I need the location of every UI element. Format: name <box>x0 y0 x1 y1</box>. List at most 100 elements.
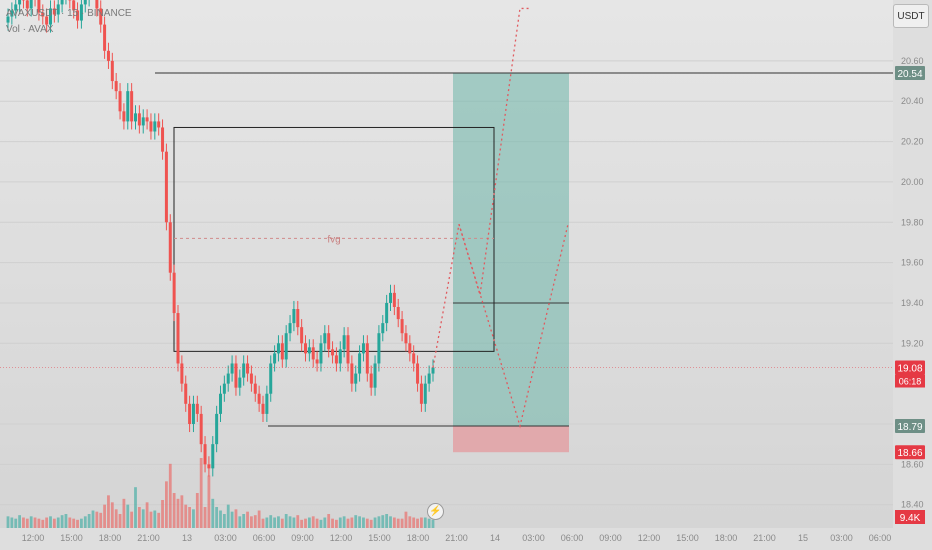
volume-bar <box>257 510 261 528</box>
candle <box>381 315 385 342</box>
candle <box>304 335 307 362</box>
candle <box>346 327 350 372</box>
candle <box>68 0 72 9</box>
candle <box>358 345 362 382</box>
candle-body <box>164 151 168 223</box>
volume-bar <box>261 518 265 528</box>
candle-body <box>29 0 33 9</box>
candle-body <box>265 393 269 414</box>
candle <box>164 143 168 231</box>
candle <box>122 103 126 130</box>
candle-body <box>234 363 238 388</box>
volume-bar <box>103 504 106 528</box>
candle <box>110 52 114 90</box>
candle-body <box>106 50 110 61</box>
price-label: 19.08 <box>897 364 922 375</box>
candle <box>369 365 373 396</box>
volume-bar <box>311 516 315 528</box>
candle-body <box>114 81 118 92</box>
volume-bar <box>91 510 95 528</box>
volume-bar <box>400 518 404 528</box>
time-tick-label: 21:00 <box>137 533 160 543</box>
volume-bar <box>396 518 400 528</box>
candle-body <box>60 0 64 5</box>
candle <box>222 375 226 402</box>
candle-body <box>76 10 80 21</box>
candle <box>72 0 76 19</box>
candle <box>323 325 327 352</box>
candle <box>6 8 10 31</box>
candle <box>331 341 335 364</box>
volume-bar <box>392 517 396 528</box>
volume-bar <box>246 511 249 528</box>
currency-button[interactable]: USDT <box>893 4 929 28</box>
candle-body <box>249 373 253 384</box>
volume-bar <box>130 511 134 528</box>
candle <box>195 395 199 422</box>
candle-body <box>230 363 234 374</box>
candle <box>307 339 311 362</box>
candle-body <box>381 323 385 334</box>
candle-body <box>141 117 145 126</box>
time-tick-label: 03:00 <box>830 533 853 543</box>
candle <box>253 375 257 402</box>
volume-bar <box>369 519 373 528</box>
candle-body <box>423 383 427 404</box>
volume-bar <box>365 518 369 528</box>
time-tick-label: 12:00 <box>330 533 353 543</box>
volume-bar <box>199 458 203 528</box>
volume-bar <box>234 509 238 528</box>
candle <box>354 365 358 392</box>
volume-bar <box>242 514 246 528</box>
alternate-projection <box>458 224 569 429</box>
candle-body <box>358 353 362 374</box>
volume-bar <box>126 504 130 528</box>
price-label: 20.54 <box>897 69 922 80</box>
candle-body <box>18 0 22 5</box>
candle-body <box>184 383 188 404</box>
candle <box>130 83 134 130</box>
volume-bar <box>134 487 137 528</box>
volume-bar <box>358 516 361 528</box>
lightning-icon[interactable]: ⚡ <box>427 503 444 520</box>
candle-body <box>191 403 195 424</box>
candles <box>6 0 435 477</box>
volume-bar <box>327 514 331 528</box>
candle-body <box>400 319 404 334</box>
candle-body <box>315 359 319 364</box>
candle-body <box>45 16 49 25</box>
candle <box>230 355 234 382</box>
candle-body <box>226 373 230 384</box>
candle <box>396 298 400 328</box>
candle <box>76 2 80 29</box>
volume-bar <box>222 514 226 528</box>
volume-bar <box>64 514 68 528</box>
volume-bar <box>176 498 180 528</box>
symbol-legend[interactable]: AVAXUSDT · 15 · BINANCE <box>6 8 132 19</box>
candle-body <box>319 343 323 364</box>
candle <box>188 395 192 433</box>
candle <box>423 375 427 412</box>
volume-bar <box>215 507 219 528</box>
volume-legend[interactable]: Vol · AVAX <box>6 24 54 35</box>
volume-bar <box>250 516 253 528</box>
volume-bar <box>431 519 435 528</box>
candle-body <box>334 355 338 364</box>
price-tick-label: 18.40 <box>901 500 924 510</box>
candle <box>257 385 261 412</box>
volume-bar <box>288 516 292 528</box>
candle <box>288 315 292 342</box>
candle-body <box>118 91 122 112</box>
candle-body <box>246 363 250 374</box>
time-tick-label: 06:00 <box>253 533 276 543</box>
candle <box>79 0 83 29</box>
volume-bar <box>107 495 110 528</box>
candle-body <box>161 127 165 152</box>
candle <box>276 335 280 362</box>
volume-bar <box>68 517 72 528</box>
candle-body <box>307 347 311 354</box>
price-tick-label: 19.60 <box>901 258 924 268</box>
volume-bar <box>157 512 161 528</box>
